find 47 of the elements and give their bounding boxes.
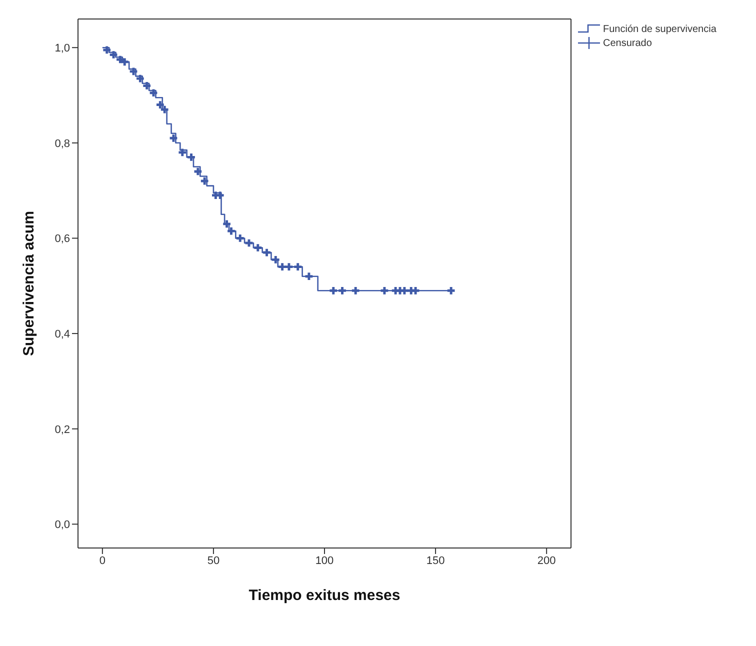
x-axis-title: Tiempo exitus meses [248, 587, 400, 604]
point [156, 101, 164, 108]
x-tick-label: 150 [426, 554, 445, 567]
point [447, 286, 455, 294]
x-tick-label: 50 [207, 554, 220, 567]
y-tick-label: 0,6 [54, 233, 70, 246]
point [178, 148, 186, 156]
point [150, 89, 158, 97]
point [400, 286, 408, 294]
point [338, 286, 346, 294]
point [380, 286, 388, 294]
point [103, 46, 111, 54]
point [223, 220, 230, 228]
point [263, 248, 270, 256]
point [200, 177, 208, 185]
point [143, 82, 151, 90]
y-tick-label: 0,2 [54, 424, 70, 436]
point [330, 286, 338, 294]
point [236, 234, 244, 242]
y-axis-title: Supervivencia acum [20, 210, 38, 356]
point [188, 154, 195, 161]
point [160, 106, 168, 114]
point [228, 227, 235, 235]
y-tick-label: 1,0 [54, 42, 70, 54]
point [120, 58, 128, 66]
point [285, 263, 293, 270]
x-tick-label: 100 [315, 554, 334, 567]
point [194, 168, 202, 176]
point [294, 263, 302, 270]
point [412, 286, 420, 294]
point [110, 51, 118, 58]
y-tick-label: 0,0 [54, 519, 70, 532]
point [352, 286, 360, 294]
point [130, 68, 138, 76]
point [136, 74, 144, 82]
x-tick-label: 200 [537, 554, 556, 567]
point [272, 256, 280, 264]
point [254, 244, 262, 252]
y-tick-label: 0,4 [54, 328, 70, 340]
x-tick-label: 0 [99, 554, 106, 567]
point [216, 192, 224, 200]
point [170, 134, 178, 142]
legend-label: Función de supervivencia [603, 24, 716, 34]
point [305, 272, 313, 280]
legend-label: Censurado [603, 38, 652, 48]
y-tick-label: 0,8 [54, 138, 70, 150]
point [278, 263, 286, 270]
